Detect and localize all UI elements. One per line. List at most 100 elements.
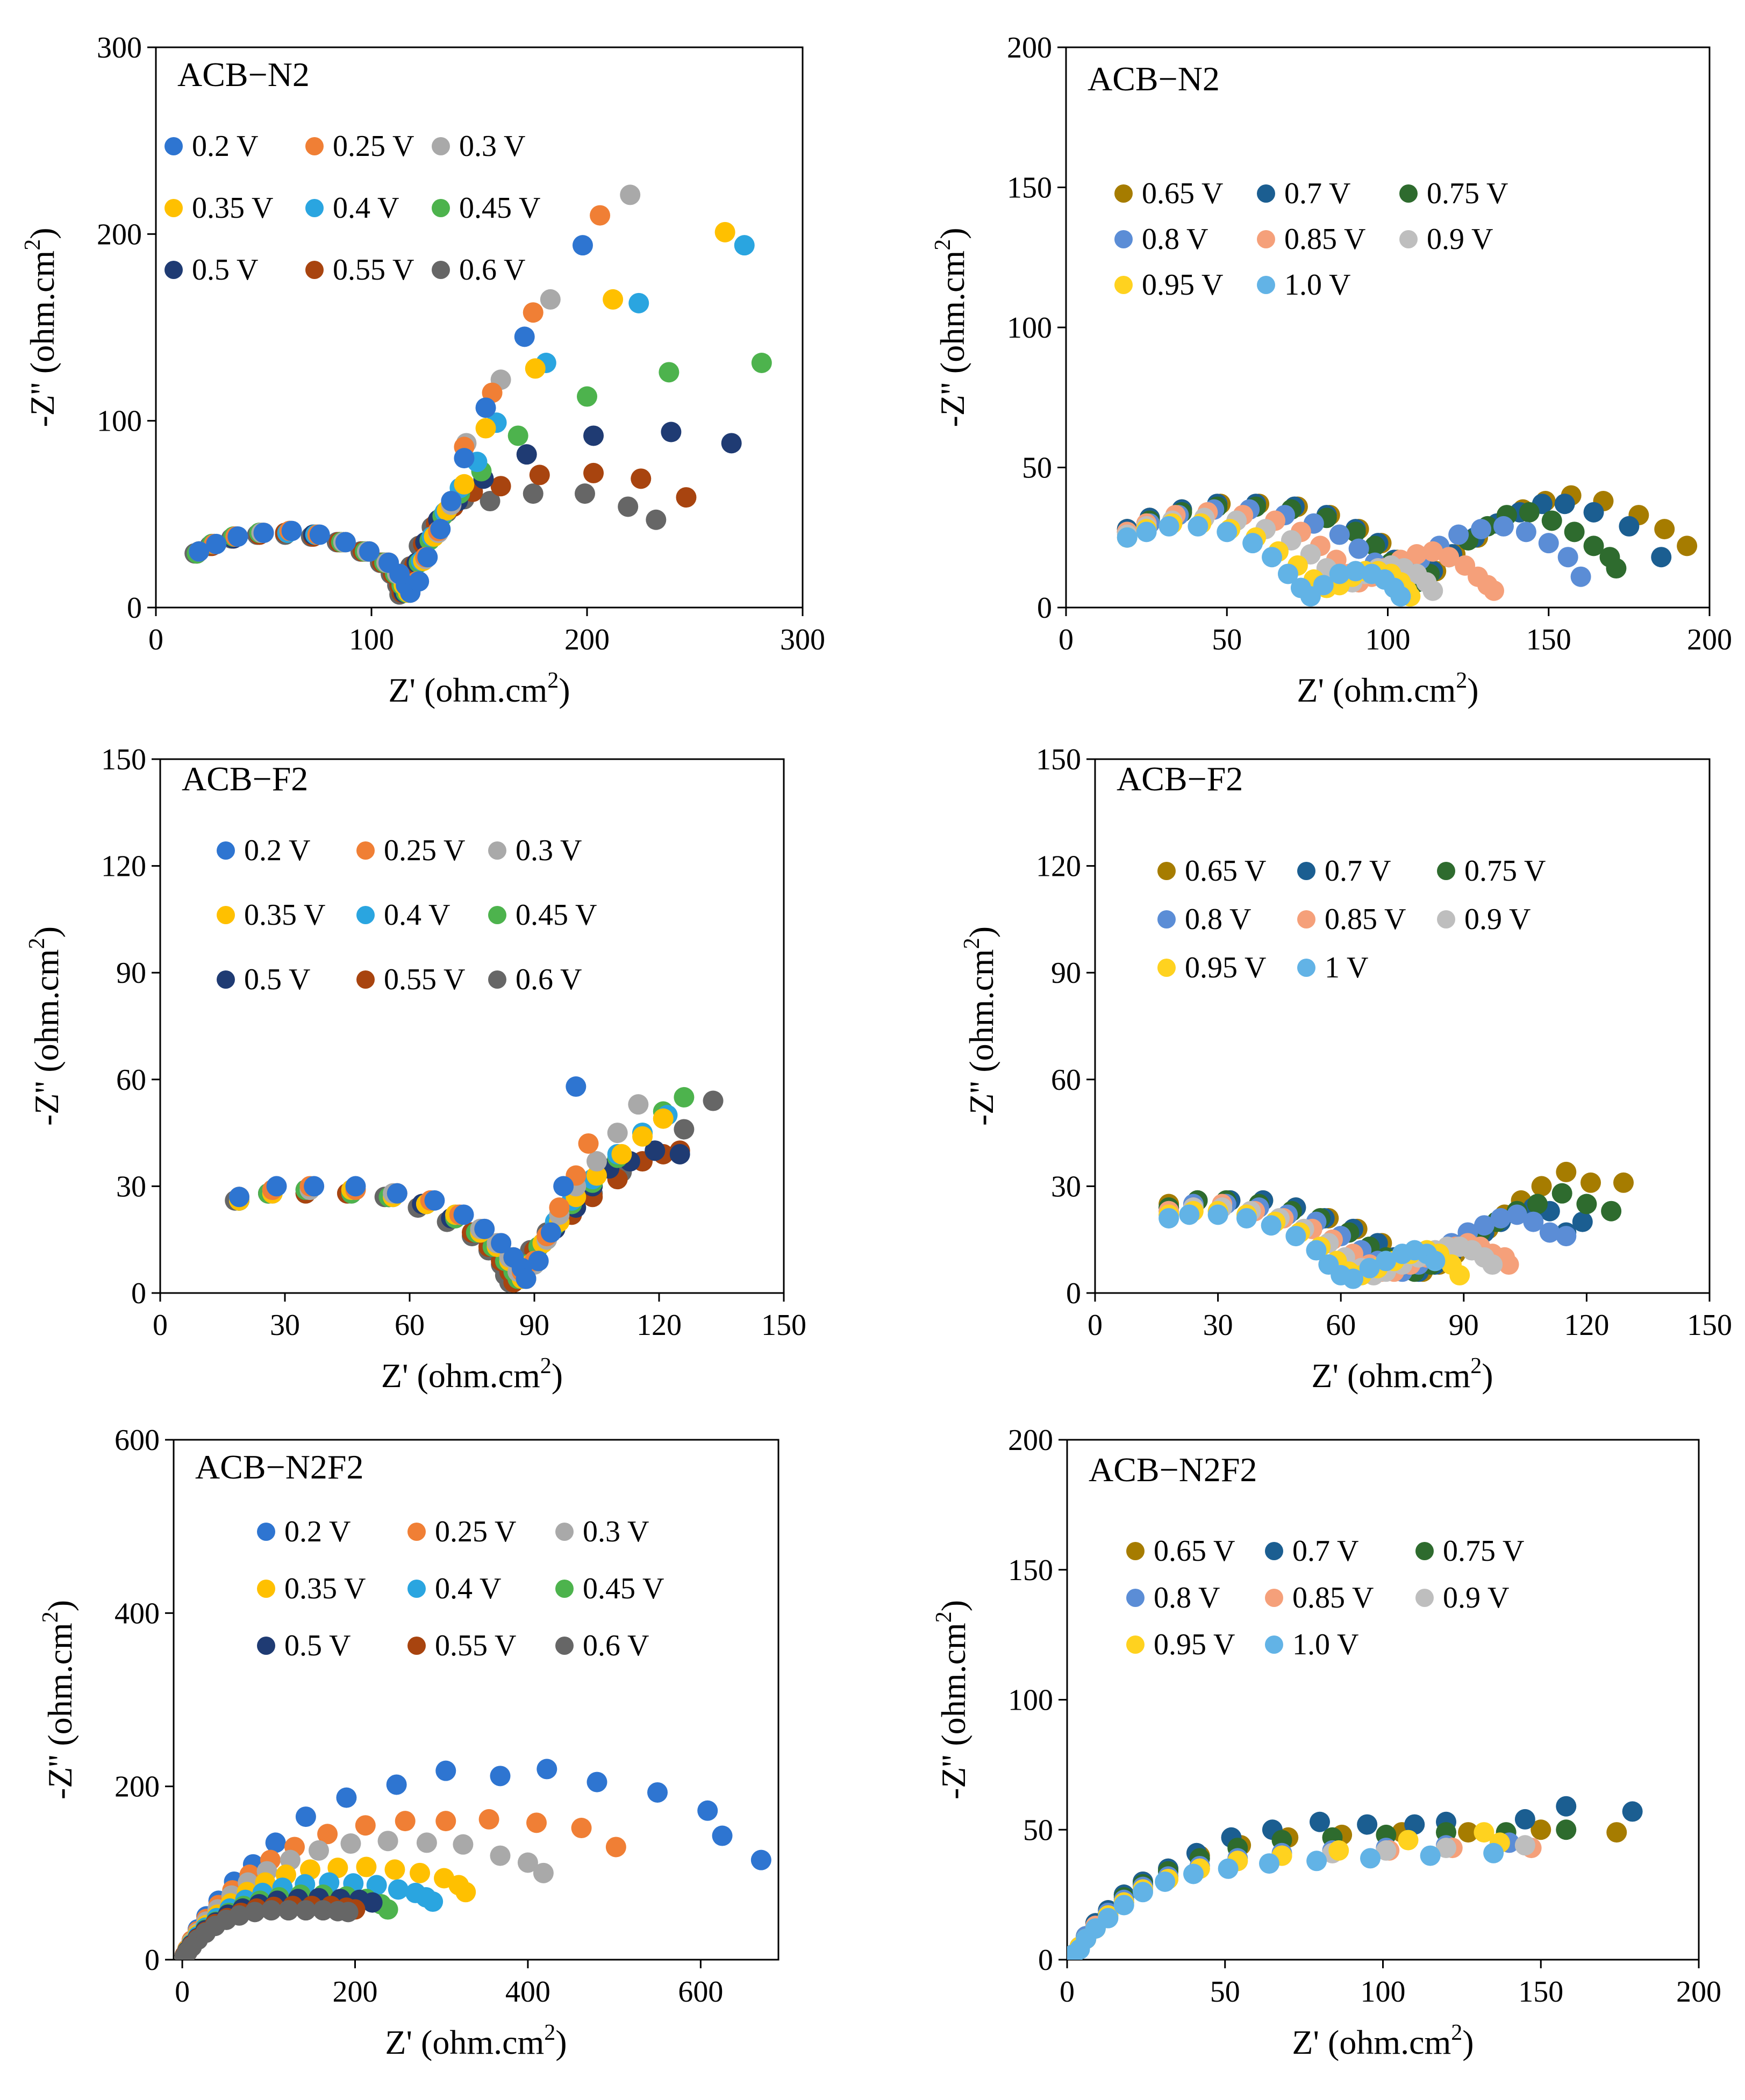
chart-n2f2-low: 0 200 400 600 0 200 400 600 Z' (ohm.cm2) -Z'' (oh… [38, 1424, 779, 2061]
y-axis-label: -Z'' (ohm.cm2) [932, 1600, 972, 1799]
y-tick-label: 200 [115, 1770, 160, 1804]
data-point [1439, 547, 1460, 568]
legend: 0.2 V 0.25 V 0.3 V 0.35 V 0.4 V 0.45 V 0.5 V 0.… [257, 1515, 664, 1662]
data-point [189, 541, 210, 562]
legend-marker [1265, 1635, 1283, 1654]
legend-marker [1437, 862, 1455, 880]
data-point [1398, 1830, 1419, 1851]
y-tick-label: 120 [101, 850, 146, 883]
series-1-V [1158, 1204, 1446, 1289]
legend-label: 0.45 V [583, 1572, 664, 1605]
y-tick-label: 0 [1037, 591, 1052, 625]
y-tick-label: 120 [1036, 850, 1081, 883]
data-points [184, 184, 772, 605]
legend-label: 0.8 V [1142, 223, 1208, 256]
data-point [1514, 1835, 1535, 1856]
data-point [605, 1837, 626, 1858]
data-point [1420, 1845, 1441, 1866]
y-tick-label: 200 [1008, 1424, 1053, 1457]
data-point [628, 1094, 649, 1115]
legend-marker [1265, 1542, 1283, 1560]
legend-label: 0.55 V [435, 1629, 516, 1662]
data-point [1188, 516, 1208, 537]
data-point [1471, 519, 1492, 540]
data-point [309, 524, 330, 545]
x-tick-label: 90 [1449, 1309, 1479, 1342]
data-point [1345, 561, 1366, 582]
data-point [572, 235, 593, 256]
data-point [1583, 502, 1604, 523]
data-point [1422, 541, 1443, 562]
data-point [525, 358, 546, 379]
data-point [578, 1133, 599, 1154]
data-point [335, 532, 356, 553]
x-tick-label: 100 [349, 623, 394, 656]
data-point [620, 184, 641, 205]
x-tick-label: 150 [1526, 623, 1571, 656]
data-point [1376, 1251, 1397, 1272]
legend-marker [257, 1580, 275, 1598]
legend-label: 0.5 V [244, 963, 310, 996]
legend-label: 0.2 V [284, 1515, 351, 1548]
y-tick-label: 200 [97, 218, 142, 251]
data-point [514, 326, 535, 347]
data-point [1474, 1215, 1494, 1236]
legend-label: 1.0 V [1284, 268, 1350, 302]
data-point [386, 1774, 407, 1795]
legend-label: 0.3 V [583, 1515, 649, 1548]
data-point [1601, 1201, 1622, 1222]
data-point [583, 462, 604, 483]
legend-label: 0.65 V [1154, 1534, 1235, 1568]
data-point [435, 1811, 456, 1832]
data-point [523, 302, 543, 323]
data-point [409, 571, 430, 592]
data-point [1490, 1208, 1511, 1228]
plot-area [159, 758, 785, 1294]
chart-title: ACB−N2 [177, 55, 310, 94]
data-point [338, 1902, 359, 1923]
data-point [1404, 1814, 1425, 1835]
data-point [674, 1087, 695, 1108]
data-point [355, 1815, 376, 1836]
data-point [1619, 516, 1640, 537]
legend-marker [407, 1580, 426, 1598]
x-tick-label: 50 [1212, 623, 1242, 656]
legend-label: 0.8 V [1185, 903, 1251, 936]
x-tick-label: 200 [333, 1975, 378, 2009]
data-point [517, 1852, 538, 1873]
legend-marker [1114, 184, 1133, 203]
data-point [549, 1197, 570, 1218]
y-tick-label: 0 [1038, 1944, 1053, 1977]
y-tick-label: 150 [101, 743, 146, 776]
data-point [1360, 1848, 1381, 1869]
legend-label: 0.8 V [1154, 1581, 1220, 1615]
data-point [529, 465, 550, 485]
data-point [366, 1875, 387, 1896]
legend-label: 0.35 V [284, 1572, 366, 1605]
y-axis-label: -Z'' (ohm.cm2) [960, 926, 1000, 1126]
x-tick-label: 0 [1088, 1309, 1103, 1342]
data-point [1310, 1811, 1330, 1832]
data-point [734, 235, 755, 256]
x-tick-label: 60 [1326, 1309, 1356, 1342]
chart-n2f2-high: 0 50 100 150 200 0 50 100 150 200 Z' (ohm.cm2) -Z''… [932, 1424, 1721, 2061]
legend-label: 0.55 V [333, 253, 414, 287]
data-point [631, 468, 652, 489]
data-point [1348, 538, 1369, 559]
data-point [1519, 502, 1540, 523]
chart-title: ACB−N2F2 [1089, 1451, 1257, 1489]
legend-marker [305, 137, 324, 155]
data-point [1133, 1882, 1153, 1903]
data-point [490, 1766, 511, 1787]
legend-marker [407, 1523, 426, 1541]
legend-label: 0.95 V [1185, 951, 1266, 984]
legend-marker [1297, 910, 1315, 928]
data-point [1236, 1208, 1257, 1228]
data-point [1183, 1863, 1204, 1884]
data-point [1098, 1908, 1119, 1928]
data-point [1422, 580, 1443, 601]
data-point [528, 1251, 549, 1272]
legend-marker [1399, 230, 1418, 248]
legend-label: 0.4 V [435, 1572, 501, 1605]
